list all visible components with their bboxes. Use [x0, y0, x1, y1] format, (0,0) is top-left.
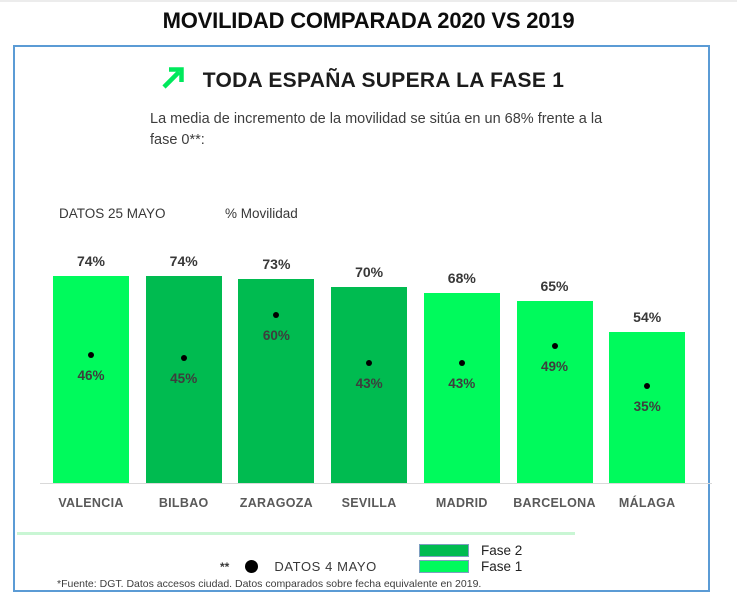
may4-value-label-sevilla: 43% [355, 376, 383, 392]
datos-4-mayo-label: DATOS 4 MAYO [274, 559, 377, 574]
bar-value-label-bilbao: 74% [169, 253, 198, 270]
chart-baseline [40, 483, 712, 484]
legend-label-fase1: Fase 1 [481, 559, 523, 574]
bar-value-label-valencia: 74% [76, 253, 106, 270]
may4-value-label-madrid: 43% [448, 376, 476, 392]
subtitle: La media de incremento de la movilidad s… [150, 111, 603, 149]
trend-up-arrow-icon [159, 64, 187, 97]
city-label-madrid: MADRID [435, 496, 488, 510]
bar-valencia [53, 276, 129, 484]
may4-value-label-valencia: 46% [77, 367, 105, 383]
bar-malaga [609, 332, 686, 484]
bar-value-label-zaragoza: 73% [262, 255, 291, 272]
may4-dot-icon-valencia [88, 351, 94, 358]
city-label-zaragoza: ZARAGOZA [239, 496, 314, 510]
may4-value-label-malaga: 35% [633, 398, 661, 414]
city-label-valencia: VALENCIA [58, 496, 124, 510]
legend-swatch-fase2-icon [419, 544, 469, 557]
source-footnote: *Fuente: DGT. Datos accesos ciudad. Dato… [57, 578, 482, 590]
city-label-barcelona: BARCELONA [513, 496, 596, 510]
footnote-asterisks: ** [220, 559, 230, 574]
may4-value-label-bilbao: 45% [170, 370, 198, 386]
may4-value-label-zaragoza: 60% [262, 328, 290, 344]
may4-dot-icon-bilbao [180, 354, 187, 361]
legend-item-fase1: Fase 1 [419, 559, 522, 574]
may4-dot-icon-madrid [458, 360, 465, 367]
bar-barcelona [516, 301, 593, 484]
green-divider [17, 532, 575, 535]
legend-swatch-fase1-icon [419, 560, 469, 573]
panel: TODA ESPAÑA SUPERA LA FASE 1 La media de… [13, 45, 712, 592]
may4-dot-icon-zaragoza [273, 312, 280, 319]
may4-value-label-barcelona: 49% [540, 359, 569, 375]
city-label-malaga: MÁLAGA [618, 496, 676, 510]
may4-dot-icon-malaga [644, 382, 651, 389]
datos-4-mayo-dot-icon [245, 560, 259, 573]
may4-dot-icon-barcelona [551, 343, 558, 350]
metric-label: % Movilidad [225, 206, 298, 221]
legend-item-fase2: Fase 2 [419, 543, 522, 558]
bar-bilbao [145, 276, 222, 484]
legend-label-fase2: Fase 2 [481, 543, 523, 558]
main-title: MOVILIDAD COMPARADA 2020 VS 2019 [162, 8, 575, 33]
bar-sevilla [331, 287, 408, 484]
datos-4-mayo-note: ** DATOS 4 MAYO [220, 559, 377, 574]
phase-legend: Fase 2 Fase 1 [419, 543, 522, 575]
bar-value-label-sevilla: 70% [355, 264, 384, 281]
bar-zaragoza [238, 278, 315, 484]
may4-dot-icon-sevilla [366, 360, 373, 367]
date-label: DATOS 25 MAYO [59, 206, 166, 221]
bar-value-label-madrid: 68% [447, 269, 476, 286]
bar-chart: 74% 46% 74% 45% 73% 60% 70% 43% 68% 43% 65% 49% 54% 3… [15, 47, 708, 484]
headline-row: TODA ESPAÑA SUPERA LA FASE 1 [15, 64, 708, 97]
city-label-sevilla: SEVILLA [341, 496, 397, 510]
headline: TODA ESPAÑA SUPERA LA FASE 1 [202, 68, 565, 92]
bar-value-label-barcelona: 65% [540, 278, 569, 295]
bar-value-label-malaga: 54% [633, 309, 662, 326]
city-label-bilbao: BILBAO [158, 496, 209, 510]
city-labels: VALENCIA BILBAO ZARAGOZA SEVILLA MADRID BARCE… [15, 496, 708, 516]
bar-madrid [423, 292, 500, 484]
